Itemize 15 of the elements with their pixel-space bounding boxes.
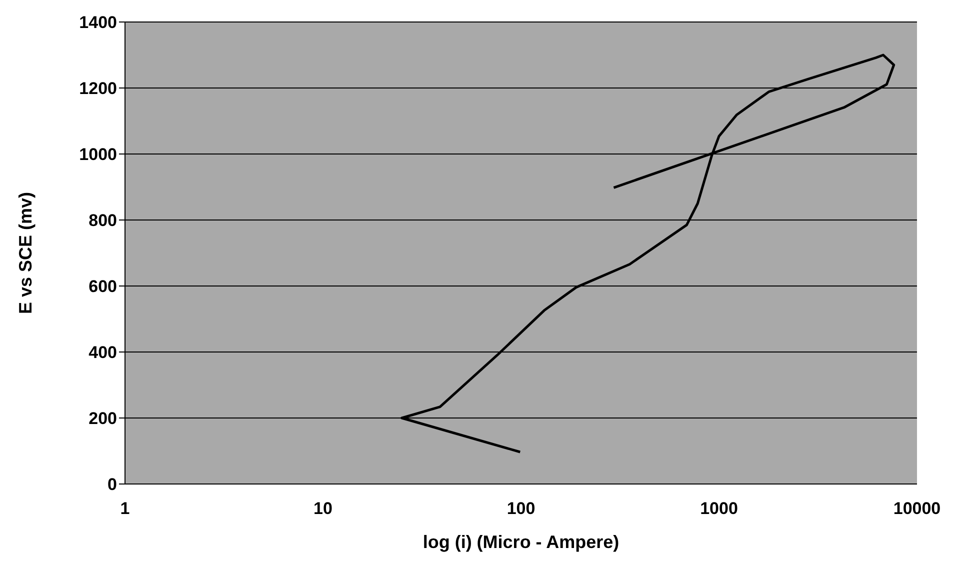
y-axis-title: E vs SCE (mv) xyxy=(15,192,36,314)
x-tick-label: 100 xyxy=(506,499,536,518)
x-tick-label: 10000 xyxy=(893,499,941,518)
y-tick-label: 200 xyxy=(88,409,117,428)
y-tick-label: 0 xyxy=(108,475,117,494)
y-tick-label: 400 xyxy=(88,343,117,362)
x-tick-label: 1000 xyxy=(700,499,738,518)
y-tick-label: 800 xyxy=(88,211,117,230)
y-tick-label: 1200 xyxy=(79,79,117,98)
y-tick-label: 1400 xyxy=(79,13,117,32)
x-tick-label: 10 xyxy=(314,499,332,518)
y-tick-label: 1000 xyxy=(79,145,117,164)
x-axis-title: log (i) (Micro - Ampere) xyxy=(422,532,620,552)
y-tick-label: 600 xyxy=(88,277,117,296)
x-tick-label: 1 xyxy=(120,499,130,518)
